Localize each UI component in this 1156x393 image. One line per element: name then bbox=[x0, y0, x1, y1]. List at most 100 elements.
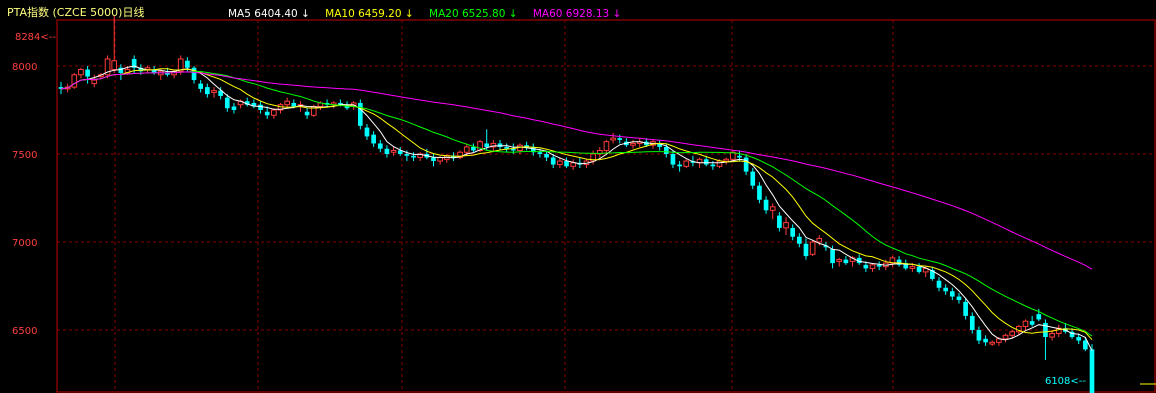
candle-body bbox=[111, 60, 118, 71]
chart-title: PTA指数 (CZCE 5000)日线 bbox=[7, 6, 145, 19]
candle-up bbox=[596, 146, 603, 158]
candle-body bbox=[843, 259, 849, 264]
candle-body bbox=[224, 97, 230, 109]
candle-down bbox=[969, 312, 975, 334]
candle-body bbox=[983, 338, 988, 343]
candle-down bbox=[823, 242, 829, 251]
candle-body bbox=[437, 157, 443, 162]
y-tick-label: 7000 bbox=[12, 238, 37, 249]
candle-down bbox=[85, 66, 90, 84]
candle-down bbox=[1029, 315, 1035, 327]
candle-body bbox=[258, 104, 263, 110]
candle-body bbox=[729, 151, 736, 160]
candle-body bbox=[936, 280, 942, 288]
candle-down bbox=[843, 256, 849, 265]
candle-body bbox=[777, 215, 782, 228]
candle-down bbox=[777, 212, 782, 232]
candle-body bbox=[916, 266, 922, 272]
ma60-label: MA60 6928.13 ↓ bbox=[532, 8, 622, 20]
candle-body bbox=[198, 83, 204, 89]
candle-body bbox=[903, 263, 909, 269]
candle-up bbox=[610, 132, 616, 144]
candle-up bbox=[177, 55, 184, 75]
candle-body bbox=[896, 259, 902, 265]
y-tick-label: 6500 bbox=[12, 326, 37, 337]
candle-down bbox=[896, 256, 902, 267]
candle-body bbox=[716, 160, 723, 167]
candle-up bbox=[1009, 330, 1016, 339]
candle-body bbox=[264, 111, 270, 116]
candle-down bbox=[205, 83, 210, 98]
candle-body bbox=[165, 73, 170, 75]
candle-down bbox=[324, 99, 330, 107]
candle-body bbox=[603, 141, 610, 151]
candle-body bbox=[291, 102, 297, 107]
candle-down bbox=[191, 66, 197, 84]
candle-body bbox=[869, 264, 876, 269]
candle-body bbox=[251, 102, 257, 107]
candle-up bbox=[683, 159, 690, 169]
candle-body bbox=[497, 143, 503, 147]
candle-body bbox=[490, 142, 497, 148]
candle-body bbox=[836, 259, 843, 262]
candle-down bbox=[497, 139, 503, 151]
candle-up bbox=[104, 55, 111, 79]
candle-down bbox=[949, 287, 955, 301]
candle-down bbox=[397, 146, 403, 156]
ma10-line bbox=[60, 68, 1093, 341]
candle-body bbox=[364, 127, 370, 137]
candle-down bbox=[411, 152, 416, 162]
candle-down bbox=[251, 99, 257, 109]
candle-body bbox=[384, 148, 390, 154]
candle-body bbox=[949, 291, 955, 297]
candle-down bbox=[431, 154, 436, 167]
candle-down bbox=[451, 152, 456, 162]
ma-legend: MA5 6404.40 ↓ MA10 6459.20 ↓ MA20 6525.8… bbox=[228, 8, 633, 20]
candle-down bbox=[943, 284, 948, 295]
candle-down bbox=[763, 196, 769, 214]
candle-down bbox=[876, 261, 882, 271]
ma20-label: MA20 6525.80 ↓ bbox=[429, 8, 518, 20]
candle-up bbox=[78, 67, 84, 79]
ma20-line bbox=[60, 71, 1093, 337]
candle-down bbox=[677, 161, 682, 172]
candle-down bbox=[58, 81, 64, 95]
candle-body bbox=[177, 58, 184, 72]
candle-down bbox=[577, 157, 583, 169]
candle-body bbox=[1083, 340, 1088, 350]
candle-body bbox=[570, 162, 577, 167]
candle-body bbox=[78, 69, 84, 76]
candle-up bbox=[769, 203, 776, 220]
candle-body bbox=[377, 143, 383, 149]
candle-body bbox=[976, 330, 982, 341]
candle-body bbox=[390, 149, 397, 153]
candle-body bbox=[956, 296, 962, 301]
candle-body bbox=[657, 143, 662, 147]
candle-body bbox=[1029, 321, 1035, 325]
candle-up bbox=[557, 157, 563, 169]
candle-body bbox=[630, 142, 636, 146]
candle-body bbox=[723, 158, 729, 162]
candle-down bbox=[657, 139, 662, 151]
candle-body bbox=[284, 100, 290, 106]
candle-down bbox=[384, 145, 390, 158]
candle-down bbox=[118, 64, 124, 81]
candle-body bbox=[411, 155, 416, 158]
low-annotation: 6108<-- bbox=[1045, 376, 1086, 387]
candle-down bbox=[1036, 308, 1042, 322]
candle-body bbox=[969, 315, 975, 330]
ma5-line bbox=[60, 65, 1093, 352]
candle-body bbox=[205, 87, 210, 95]
candle-up bbox=[729, 150, 736, 162]
candle-up bbox=[91, 74, 98, 88]
candle-up bbox=[277, 102, 284, 114]
candle-body bbox=[1043, 322, 1048, 338]
candle-up bbox=[71, 73, 78, 89]
candle-body bbox=[371, 134, 376, 144]
candle-body bbox=[118, 67, 124, 74]
candle-body bbox=[809, 241, 816, 255]
candle-body bbox=[550, 157, 556, 165]
candle-down bbox=[936, 277, 942, 292]
candle-body bbox=[1022, 320, 1029, 327]
